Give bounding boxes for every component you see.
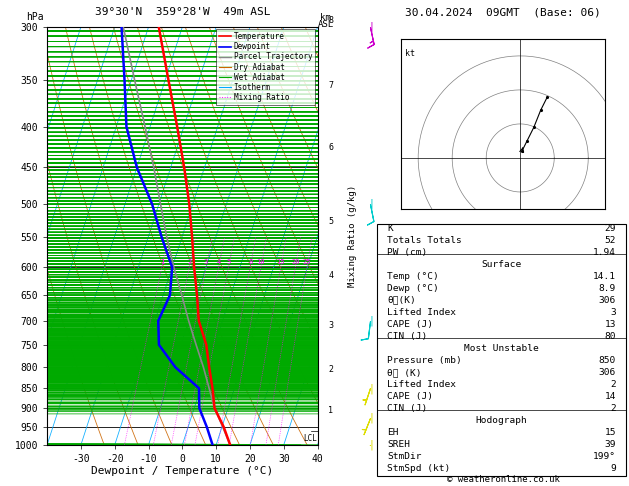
Text: EH: EH bbox=[387, 428, 399, 437]
Text: |: | bbox=[368, 383, 374, 394]
Text: 8.9: 8.9 bbox=[599, 284, 616, 293]
Text: 25: 25 bbox=[303, 259, 311, 265]
Text: CIN (J): CIN (J) bbox=[387, 332, 428, 341]
Text: 5: 5 bbox=[328, 216, 333, 226]
Text: 306: 306 bbox=[599, 368, 616, 377]
Text: km: km bbox=[320, 13, 331, 22]
Text: 7: 7 bbox=[328, 81, 333, 90]
Text: kt: kt bbox=[404, 49, 415, 58]
X-axis label: Dewpoint / Temperature (°C): Dewpoint / Temperature (°C) bbox=[91, 467, 274, 476]
Text: 8: 8 bbox=[248, 259, 252, 265]
Text: 8: 8 bbox=[328, 17, 333, 25]
Text: 52: 52 bbox=[604, 236, 616, 244]
Text: θᴄ(K): θᴄ(K) bbox=[387, 296, 416, 305]
Text: 306: 306 bbox=[599, 296, 616, 305]
Text: |: | bbox=[368, 439, 374, 450]
Text: |: | bbox=[368, 21, 374, 32]
Text: CIN (J): CIN (J) bbox=[387, 404, 428, 413]
Text: 1.94: 1.94 bbox=[593, 248, 616, 257]
Text: Totals Totals: Totals Totals bbox=[387, 236, 462, 244]
Text: StmDir: StmDir bbox=[387, 452, 422, 461]
Text: CAPE (J): CAPE (J) bbox=[387, 320, 433, 329]
Text: 3: 3 bbox=[328, 321, 333, 330]
Legend: Temperature, Dewpoint, Parcel Trajectory, Dry Adiabat, Wet Adiabat, Isotherm, Mi: Temperature, Dewpoint, Parcel Trajectory… bbox=[216, 29, 315, 105]
Text: SREH: SREH bbox=[387, 440, 410, 449]
Text: 39: 39 bbox=[604, 440, 616, 449]
Text: 3: 3 bbox=[610, 308, 616, 317]
Text: 199°: 199° bbox=[593, 452, 616, 461]
Text: 4: 4 bbox=[216, 259, 221, 265]
Text: 9: 9 bbox=[610, 464, 616, 473]
Text: Lifted Index: Lifted Index bbox=[387, 308, 456, 317]
Text: Mixing Ratio (g/kg): Mixing Ratio (g/kg) bbox=[348, 185, 357, 287]
Text: Dewp (°C): Dewp (°C) bbox=[387, 284, 439, 293]
Text: 14: 14 bbox=[604, 392, 616, 401]
Text: 13: 13 bbox=[604, 320, 616, 329]
Text: 850: 850 bbox=[599, 356, 616, 365]
Text: 5: 5 bbox=[226, 259, 231, 265]
Text: 20: 20 bbox=[291, 259, 299, 265]
Text: 30.04.2024  09GMT  (Base: 06): 30.04.2024 09GMT (Base: 06) bbox=[405, 7, 601, 17]
Text: Temp (°C): Temp (°C) bbox=[387, 272, 439, 281]
Text: 2: 2 bbox=[610, 404, 616, 413]
Text: 10: 10 bbox=[257, 259, 265, 265]
Text: © weatheronline.co.uk: © weatheronline.co.uk bbox=[447, 474, 560, 484]
Text: 29: 29 bbox=[604, 224, 616, 233]
Text: |: | bbox=[368, 413, 374, 423]
Text: 1: 1 bbox=[328, 405, 333, 415]
Text: ASL: ASL bbox=[318, 20, 334, 29]
Text: 6: 6 bbox=[328, 143, 333, 152]
Text: Most Unstable: Most Unstable bbox=[464, 344, 539, 353]
Text: 2: 2 bbox=[187, 259, 191, 265]
Text: 1: 1 bbox=[160, 259, 164, 265]
Text: Hodograph: Hodograph bbox=[476, 416, 528, 425]
Text: LCL: LCL bbox=[303, 434, 316, 443]
Text: 3: 3 bbox=[204, 259, 208, 265]
Text: Pressure (mb): Pressure (mb) bbox=[387, 356, 462, 365]
Text: |: | bbox=[368, 315, 374, 326]
Text: hPa: hPa bbox=[26, 12, 44, 22]
Text: |: | bbox=[368, 199, 374, 209]
Text: 2: 2 bbox=[610, 380, 616, 389]
Text: 14.1: 14.1 bbox=[593, 272, 616, 281]
Text: 4: 4 bbox=[328, 271, 333, 280]
Text: PW (cm): PW (cm) bbox=[387, 248, 428, 257]
Text: K: K bbox=[387, 224, 393, 233]
Text: Lifted Index: Lifted Index bbox=[387, 380, 456, 389]
Text: 15: 15 bbox=[604, 428, 616, 437]
Text: Surface: Surface bbox=[482, 260, 521, 269]
Text: 39°30'N  359°28'W  49m ASL: 39°30'N 359°28'W 49m ASL bbox=[94, 7, 270, 17]
Text: 15: 15 bbox=[277, 259, 285, 265]
Text: θᴄ (K): θᴄ (K) bbox=[387, 368, 422, 377]
Text: StmSpd (kt): StmSpd (kt) bbox=[387, 464, 450, 473]
Text: 2: 2 bbox=[328, 365, 333, 374]
Text: 80: 80 bbox=[604, 332, 616, 341]
Text: CAPE (J): CAPE (J) bbox=[387, 392, 433, 401]
